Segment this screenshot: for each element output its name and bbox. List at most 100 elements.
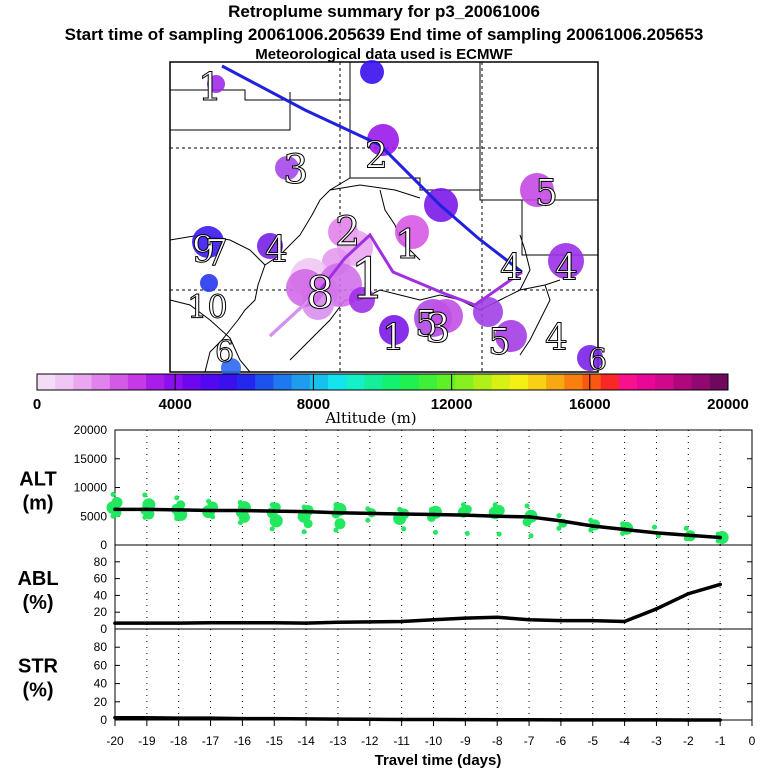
plume-cluster [286, 269, 324, 307]
series-point [622, 718, 627, 722]
colorbar-label: Altitude (m) [324, 409, 416, 427]
time-series-panels: 05000100001500020000ALT(m)020406080ABL(%… [17, 423, 753, 727]
cluster-dot [588, 527, 594, 533]
cluster-dot [110, 513, 116, 519]
x-tick-label: -11 [393, 734, 410, 748]
series-point [399, 717, 404, 722]
series-line-abl [115, 582, 721, 625]
cluster-dot [333, 527, 339, 533]
panel-label: STR [18, 656, 59, 678]
colorbar-segment [364, 374, 383, 390]
chart-title: Retroplume summary for p3_20061006 [228, 2, 540, 21]
series-point [272, 620, 277, 625]
series-point [495, 514, 500, 519]
colorbar-segment [255, 374, 274, 390]
colorbar-tick-labels: 0 4000 8000 12000 16000 20000 [33, 396, 749, 413]
plume-cluster [349, 287, 375, 313]
cluster-dot [174, 516, 180, 522]
plume-cluster [379, 315, 409, 345]
cluster-dot [522, 517, 532, 527]
cluster-dot [524, 503, 530, 509]
cluster-dot [496, 531, 502, 537]
series-point [431, 717, 436, 722]
panel-str: 0 20 40 60 80 STR(%) [18, 628, 753, 727]
y-tick-label: 80 [94, 640, 108, 654]
series-point [208, 620, 213, 625]
colorbar-segment [455, 374, 474, 390]
panel-frame [114, 628, 753, 721]
series-point [559, 519, 563, 523]
series-line-alt [115, 507, 721, 540]
y-tick-label: 0 [100, 622, 107, 636]
plume-cluster [520, 173, 554, 207]
day-label: 4 [265, 230, 288, 271]
x-tick-label: -14 [297, 734, 315, 748]
y-tick-label: 60 [94, 658, 108, 672]
colorbar-segment [473, 374, 493, 390]
colorbar-frame [36, 373, 729, 391]
cluster-dot [269, 526, 275, 532]
colorbar-tick-label: 0 [33, 396, 41, 413]
colorbar-tick-label: 8000 [297, 396, 330, 413]
y-tick-label: 5000 [80, 509, 107, 523]
series-point [368, 717, 372, 722]
colorbar-segment [273, 374, 293, 390]
plume-cluster [200, 274, 218, 292]
series-point [176, 716, 181, 720]
colorbar-tick-label: 12000 [431, 396, 473, 413]
day-label: 6 [588, 343, 607, 378]
day-label: 1 [382, 318, 405, 359]
series-point [590, 524, 595, 528]
series-point [208, 716, 213, 720]
cluster-dot [683, 536, 689, 542]
plume-cluster [367, 124, 399, 156]
x-tick-label: -10 [425, 734, 443, 748]
day-label: 1 [395, 222, 420, 268]
series-point [495, 717, 500, 722]
colorbar-segment [709, 374, 729, 390]
day-label: 4 [555, 248, 578, 289]
cluster-dot [556, 513, 562, 519]
day-label: 5 [488, 322, 511, 363]
colorbar-segment [146, 374, 165, 390]
x-tick-label: -13 [329, 734, 347, 748]
plume-cluster [429, 299, 463, 333]
y-tick-label: 10000 [74, 481, 108, 495]
series-point [654, 718, 659, 722]
series-point [304, 509, 308, 514]
y-tick-label: 40 [94, 588, 108, 602]
y-tick-label: 20000 [74, 423, 108, 437]
series-point [590, 618, 595, 623]
series-point [240, 716, 245, 721]
series-point [559, 618, 563, 623]
x-tick-label: -7 [524, 734, 535, 748]
panel-unit: (m) [22, 493, 53, 515]
panel-abl: 0 20 40 60 80 ABL(%) [17, 544, 753, 636]
x-tick-label: -5 [587, 734, 598, 748]
series-point [431, 512, 436, 517]
series-point [463, 513, 468, 517]
x-tick-label: -9 [460, 734, 471, 748]
cluster-dot [142, 514, 148, 520]
cluster-dot [433, 529, 438, 535]
series-point [368, 511, 372, 516]
cluster-dot [174, 495, 180, 501]
series-point [145, 715, 149, 720]
series-point [208, 508, 213, 513]
colorbar-segment [527, 374, 547, 390]
y-tick-label: 15000 [74, 452, 108, 466]
panel-label: ALT [19, 469, 56, 491]
day-label: 1 [198, 65, 222, 109]
colorbar-segment [437, 374, 456, 390]
x-tick-label: -15 [266, 734, 284, 748]
series-point [399, 512, 404, 516]
series-point [463, 717, 468, 722]
x-axis-label: Travel time (days) [375, 752, 502, 768]
series-point [176, 508, 181, 512]
colorbar-segment [55, 374, 74, 390]
colorbar-segment [237, 374, 256, 390]
series-point [113, 621, 117, 625]
x-tick-label: -2 [683, 734, 694, 748]
series-point [622, 619, 627, 624]
